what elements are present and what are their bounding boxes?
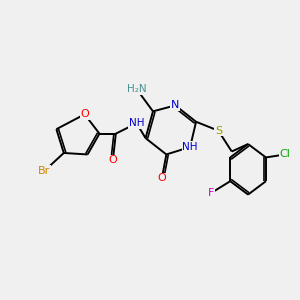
Text: NH: NH bbox=[182, 142, 198, 152]
Text: O: O bbox=[158, 173, 166, 183]
Text: H₂N: H₂N bbox=[127, 84, 146, 94]
Text: NH: NH bbox=[129, 118, 144, 128]
Text: N: N bbox=[171, 100, 179, 110]
Text: Cl: Cl bbox=[280, 149, 291, 160]
Text: Br: Br bbox=[38, 166, 51, 176]
Text: O: O bbox=[109, 155, 117, 165]
Text: S: S bbox=[215, 126, 222, 136]
Text: O: O bbox=[80, 109, 89, 119]
Text: F: F bbox=[208, 188, 214, 198]
